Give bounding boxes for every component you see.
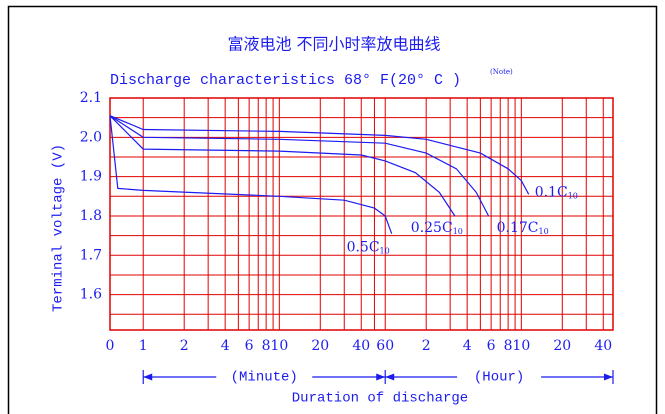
series-line	[109, 115, 456, 217]
arrow-head	[604, 373, 613, 381]
x-tick-label: 20	[311, 338, 329, 354]
series-name: 0.25C	[411, 220, 453, 236]
series-name-sub: 10	[453, 227, 463, 236]
series-line	[109, 115, 393, 234]
series-name-sub: 10	[568, 191, 578, 200]
x-tick-label: 4	[221, 338, 230, 354]
chart-subtitle: Discharge characteristics 68° F(20° C )	[110, 72, 461, 89]
x-axis-label: Duration of discharge	[292, 391, 468, 407]
arrow-head	[376, 373, 386, 381]
series-label: 0.1C10	[535, 184, 578, 200]
x-tick-label: 0	[106, 338, 115, 354]
range-label: (Hour)	[474, 370, 524, 386]
x-tick-label: 10	[270, 338, 288, 354]
x-tick-label: 8	[504, 338, 513, 354]
x-tick-label: 2	[422, 338, 431, 354]
frame	[7, 5, 658, 414]
series-name: 0.17C	[497, 220, 539, 236]
x-tick-label: 10	[512, 338, 530, 354]
y-axis-label: Terminal voltage (V)	[51, 144, 67, 312]
x-tick-label: 20	[553, 338, 571, 354]
x-tick-label: 40	[594, 338, 612, 354]
series-name-sub: 10	[539, 227, 549, 236]
x-tick-label: 1	[139, 338, 148, 354]
y-tick-label: 1.9	[80, 169, 102, 185]
series-label: 0.25C10	[411, 220, 463, 236]
y-tick-label: 1.8	[80, 208, 102, 224]
series-name: 0.5C	[347, 240, 380, 256]
note: (Note)	[490, 68, 513, 76]
series-line	[109, 115, 490, 217]
series-name-sub: 10	[380, 247, 390, 256]
series-label: 0.17C10	[497, 220, 549, 236]
series-line	[109, 115, 530, 195]
y-tick-label: 2.0	[80, 129, 102, 145]
arrow-head	[143, 373, 153, 381]
chart-title: 富液电池 不同小时率放电曲线	[227, 35, 440, 54]
plot-border	[109, 97, 614, 331]
y-tick-label: 1.7	[80, 247, 102, 263]
series-label: 0.5C10	[347, 240, 390, 256]
y-tick-label: 2.1	[80, 90, 102, 106]
x-tick-label: 8	[262, 338, 271, 354]
x-tick-label: 40	[352, 338, 370, 354]
series-name: 0.1C	[535, 184, 568, 200]
x-tick-label: 4	[463, 338, 472, 354]
x-tick-label: 60	[376, 338, 394, 354]
x-tick-label: 6	[245, 338, 254, 354]
arrow-head	[385, 373, 395, 381]
y-tick-label: 1.6	[80, 287, 102, 303]
x-tick-label: 2	[180, 338, 189, 354]
x-tick-label: 6	[487, 338, 496, 354]
range-label: (Minute)	[231, 370, 298, 386]
